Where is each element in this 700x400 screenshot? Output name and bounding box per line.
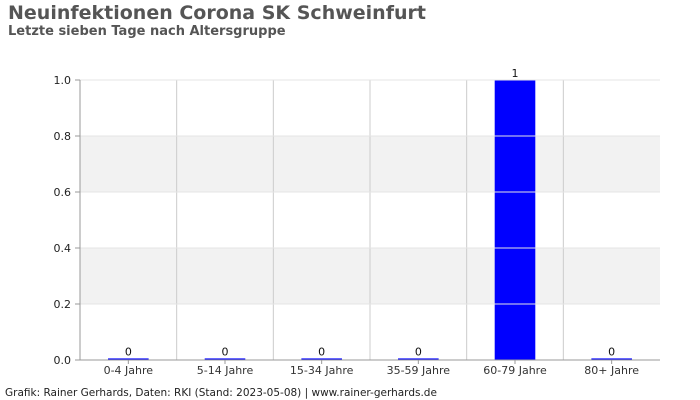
data-label: 0 [415,345,422,358]
x-axis-ticks: 0-4 Jahre 5-14 Jahre 15-34 Jahre 35-59 Jahr… [104,360,639,377]
x-tick-label: 60-79 Jahre [483,364,547,377]
bar [204,358,246,360]
x-tick-label: 5-14 Jahre [197,364,254,377]
data-label: 0 [222,345,229,358]
vertical-gridlines [176,80,564,360]
data-label: 0 [608,345,615,358]
source-credit: Grafik: Rainer Gerhards, Daten: RKI (Sta… [5,387,437,399]
y-tick-label: 0.6 [54,186,72,199]
chart-title: Neuinfektionen Corona SK Schweinfurt [8,2,426,24]
chart-subtitle: Letzte sieben Tage nach Altersgruppe [8,24,286,39]
x-tick-label: 35-59 Jahre [387,364,451,377]
bars [108,80,632,360]
y-tick-label: 1.0 [54,74,72,87]
bar [591,358,632,360]
data-labels: 0 0 0 0 1 0 [125,67,615,358]
y-tick-label: 0.4 [54,242,72,255]
bar [301,358,342,360]
bar [398,358,439,360]
y-axis-ticks: 0.0 0.2 0.4 0.6 0.8 1.0 [54,74,80,367]
x-tick-label: 15-34 Jahre [290,364,354,377]
data-label: 0 [318,345,325,358]
bar [108,358,149,360]
y-tick-label: 0.2 [54,298,72,311]
data-label: 0 [125,345,132,358]
bar [494,80,536,360]
y-tick-label: 0.8 [54,130,72,143]
x-tick-label: 80+ Jahre [584,364,639,377]
data-label: 1 [512,67,519,80]
axes [79,79,660,361]
x-tick-label: 0-4 Jahre [104,364,154,377]
y-tick-label: 0.0 [54,354,72,367]
